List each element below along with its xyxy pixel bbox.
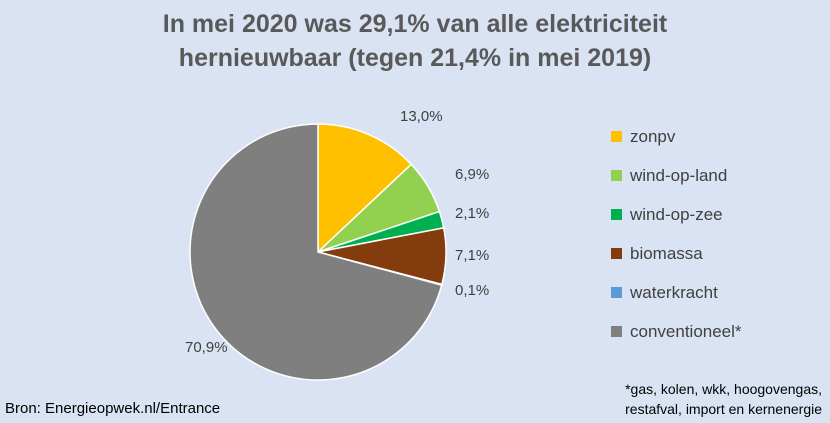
chart-title-line-1: In mei 2020 was 29,1% van alle elektrici… <box>162 10 668 38</box>
data-label-wind-op-zee: 2,1% <box>455 205 490 222</box>
source-note: Bron: Energieopwek.nl/Entrance <box>5 400 221 417</box>
legend-label-conventioneel: conventioneel* <box>630 322 742 341</box>
legend-swatch-wind-op-land <box>611 170 622 181</box>
footnote-line-2: restafval, import en kernenergie <box>625 401 822 417</box>
data-label-wind-op-land: 6,9% <box>455 166 490 183</box>
chart-title-line-2: hernieuwbaar (tegen 21,4% in mei 2019) <box>178 44 652 72</box>
data-label-biomassa: 7,1% <box>455 247 490 264</box>
footnote-line-1: *gas, kolen, wkk, hoogovengas, <box>625 381 822 397</box>
legend-label-wind-op-zee: wind-op-zee <box>630 205 723 224</box>
legend-label-biomassa: biomassa <box>630 244 703 263</box>
legend-label-wind-op-land: wind-op-land <box>630 166 728 185</box>
data-label-conventioneel: 70,9% <box>185 339 228 356</box>
legend-swatch-wind-op-zee <box>611 209 622 220</box>
pie-slice-conventioneel <box>189 123 443 381</box>
legend-label-zonpv: zonpv <box>630 127 676 146</box>
legend-swatch-conventioneel <box>611 326 622 337</box>
data-label-zonpv: 13,0% <box>400 108 443 125</box>
data-label-waterkracht: 0,1% <box>455 282 490 299</box>
legend-label-waterkracht: waterkracht <box>630 283 718 302</box>
legend-swatch-waterkracht <box>611 287 622 298</box>
legend-swatch-biomassa <box>611 248 622 259</box>
pie-slice-zonpv <box>317 123 413 254</box>
legend-swatch-zonpv <box>611 131 622 142</box>
